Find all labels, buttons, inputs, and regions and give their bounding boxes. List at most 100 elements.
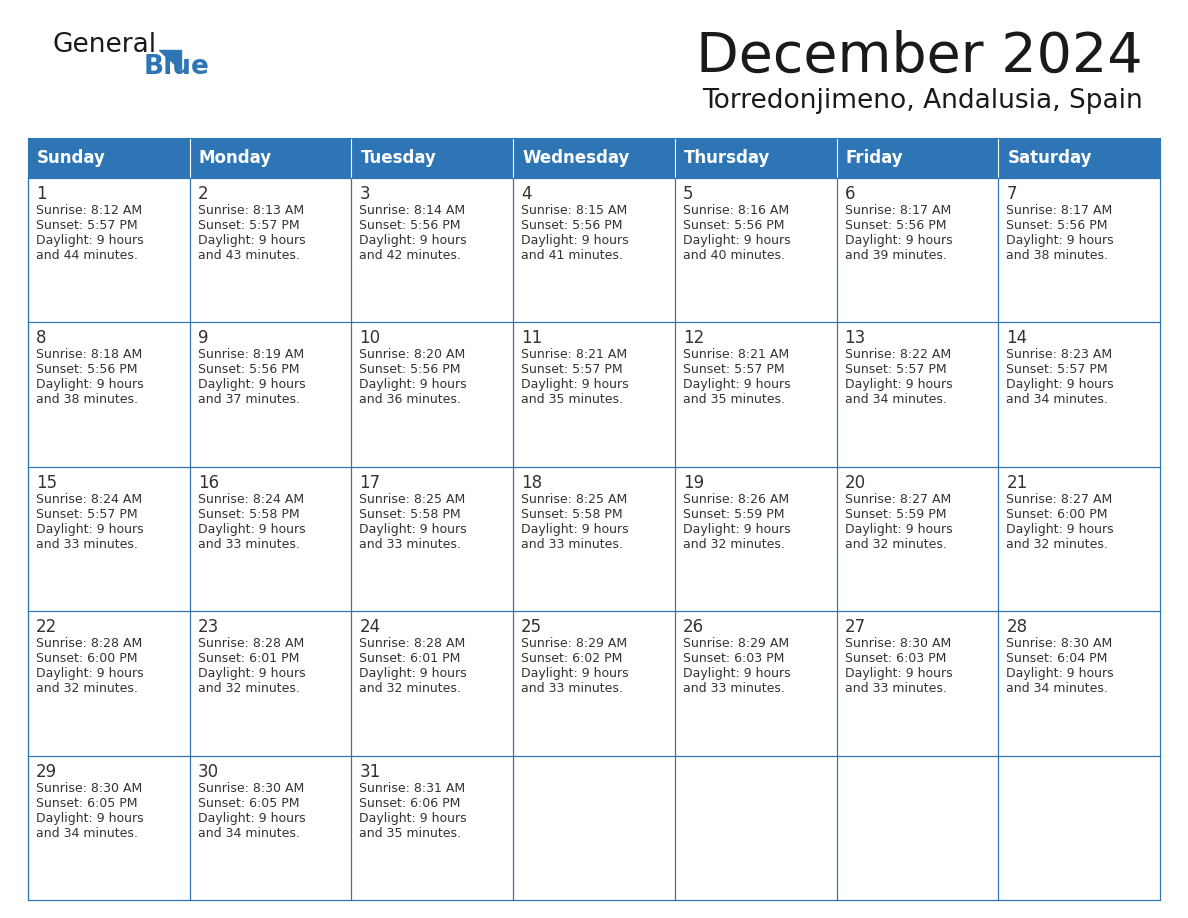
Text: and 40 minutes.: and 40 minutes. [683, 249, 785, 262]
Text: Daylight: 9 hours: Daylight: 9 hours [360, 378, 467, 391]
Text: Sunset: 6:01 PM: Sunset: 6:01 PM [360, 652, 461, 666]
Bar [352, 756, 513, 900]
Text: Sunrise: 8:16 AM: Sunrise: 8:16 AM [683, 204, 789, 217]
Text: Sunset: 5:56 PM: Sunset: 5:56 PM [522, 219, 623, 232]
Text: Sunrise: 8:14 AM: Sunrise: 8:14 AM [360, 204, 466, 217]
Text: 31: 31 [360, 763, 380, 780]
Text: Sunrise: 8:28 AM: Sunrise: 8:28 AM [197, 637, 304, 650]
Text: December 2024: December 2024 [696, 30, 1143, 84]
Text: Sunset: 6:00 PM: Sunset: 6:00 PM [36, 652, 138, 666]
Text: Daylight: 9 hours: Daylight: 9 hours [522, 667, 628, 680]
Text: 30: 30 [197, 763, 219, 780]
Bar [29, 138, 1159, 178]
Text: and 43 minutes.: and 43 minutes. [197, 249, 299, 262]
Text: Daylight: 9 hours: Daylight: 9 hours [197, 234, 305, 247]
Text: Friday: Friday [846, 149, 903, 167]
Text: Sunrise: 8:26 AM: Sunrise: 8:26 AM [683, 493, 789, 506]
Text: 11: 11 [522, 330, 543, 347]
Text: Sunset: 6:05 PM: Sunset: 6:05 PM [197, 797, 299, 810]
Text: and 34 minutes.: and 34 minutes. [197, 826, 299, 840]
Text: Sunrise: 8:18 AM: Sunrise: 8:18 AM [36, 349, 143, 362]
Text: Sunrise: 8:24 AM: Sunrise: 8:24 AM [36, 493, 143, 506]
Text: Sunset: 6:05 PM: Sunset: 6:05 PM [36, 797, 138, 810]
Bar [998, 322, 1159, 466]
Bar [513, 466, 675, 611]
Text: Monday: Monday [198, 149, 272, 167]
Text: and 32 minutes.: and 32 minutes. [360, 682, 461, 695]
Text: Blue: Blue [144, 54, 210, 80]
Bar [836, 756, 998, 900]
Text: 14: 14 [1006, 330, 1028, 347]
Bar [675, 178, 836, 322]
Text: Sunset: 6:03 PM: Sunset: 6:03 PM [845, 652, 946, 666]
Text: 16: 16 [197, 474, 219, 492]
Text: 4: 4 [522, 185, 532, 203]
Text: Sunset: 5:59 PM: Sunset: 5:59 PM [845, 508, 946, 521]
Text: Daylight: 9 hours: Daylight: 9 hours [845, 378, 953, 391]
Text: Daylight: 9 hours: Daylight: 9 hours [197, 812, 305, 824]
Bar [836, 611, 998, 756]
Text: Sunset: 5:56 PM: Sunset: 5:56 PM [1006, 219, 1107, 232]
Bar [675, 466, 836, 611]
Text: Daylight: 9 hours: Daylight: 9 hours [683, 667, 790, 680]
Text: 7: 7 [1006, 185, 1017, 203]
Text: Sunset: 6:04 PM: Sunset: 6:04 PM [1006, 652, 1107, 666]
Bar [29, 611, 190, 756]
Text: 19: 19 [683, 474, 704, 492]
Text: Daylight: 9 hours: Daylight: 9 hours [360, 522, 467, 536]
Text: 24: 24 [360, 618, 380, 636]
Text: Sunset: 5:58 PM: Sunset: 5:58 PM [360, 508, 461, 521]
Bar [190, 756, 352, 900]
Bar [675, 611, 836, 756]
Bar [352, 322, 513, 466]
Bar [29, 322, 190, 466]
Text: and 33 minutes.: and 33 minutes. [360, 538, 461, 551]
Text: Daylight: 9 hours: Daylight: 9 hours [845, 234, 953, 247]
Text: and 35 minutes.: and 35 minutes. [360, 826, 461, 840]
Text: Sunset: 5:58 PM: Sunset: 5:58 PM [197, 508, 299, 521]
Text: and 33 minutes.: and 33 minutes. [522, 682, 623, 695]
Text: Sunrise: 8:21 AM: Sunrise: 8:21 AM [683, 349, 789, 362]
Text: and 33 minutes.: and 33 minutes. [36, 538, 138, 551]
Text: Sunrise: 8:25 AM: Sunrise: 8:25 AM [360, 493, 466, 506]
Bar [29, 466, 190, 611]
Text: and 33 minutes.: and 33 minutes. [683, 682, 785, 695]
Text: Daylight: 9 hours: Daylight: 9 hours [36, 378, 144, 391]
Text: Wednesday: Wednesday [523, 149, 630, 167]
Text: Sunset: 5:57 PM: Sunset: 5:57 PM [683, 364, 784, 376]
Text: Sunrise: 8:31 AM: Sunrise: 8:31 AM [360, 781, 466, 795]
Text: Daylight: 9 hours: Daylight: 9 hours [36, 522, 144, 536]
Text: Sunset: 5:56 PM: Sunset: 5:56 PM [360, 364, 461, 376]
Text: 29: 29 [36, 763, 57, 780]
Text: Sunrise: 8:30 AM: Sunrise: 8:30 AM [845, 637, 950, 650]
Text: and 36 minutes.: and 36 minutes. [360, 394, 461, 407]
Text: Thursday: Thursday [684, 149, 770, 167]
Text: Sunrise: 8:12 AM: Sunrise: 8:12 AM [36, 204, 143, 217]
Text: Daylight: 9 hours: Daylight: 9 hours [360, 234, 467, 247]
Bar [352, 466, 513, 611]
Bar [836, 322, 998, 466]
Text: Daylight: 9 hours: Daylight: 9 hours [197, 522, 305, 536]
Text: 9: 9 [197, 330, 208, 347]
Text: Daylight: 9 hours: Daylight: 9 hours [683, 378, 790, 391]
Text: Sunset: 6:00 PM: Sunset: 6:00 PM [1006, 508, 1107, 521]
Text: Saturday: Saturday [1007, 149, 1092, 167]
Bar [513, 322, 675, 466]
Bar [29, 756, 190, 900]
Text: and 35 minutes.: and 35 minutes. [522, 394, 624, 407]
Bar [998, 611, 1159, 756]
Text: Sunset: 5:57 PM: Sunset: 5:57 PM [522, 364, 623, 376]
Text: Daylight: 9 hours: Daylight: 9 hours [1006, 234, 1114, 247]
Text: 23: 23 [197, 618, 219, 636]
Text: and 38 minutes.: and 38 minutes. [36, 394, 138, 407]
Text: Sunrise: 8:22 AM: Sunrise: 8:22 AM [845, 349, 950, 362]
Text: Sunrise: 8:30 AM: Sunrise: 8:30 AM [1006, 637, 1112, 650]
Text: Sunday: Sunday [37, 149, 106, 167]
Text: Sunrise: 8:29 AM: Sunrise: 8:29 AM [522, 637, 627, 650]
Text: Sunset: 5:57 PM: Sunset: 5:57 PM [1006, 364, 1108, 376]
Text: Daylight: 9 hours: Daylight: 9 hours [36, 234, 144, 247]
Text: Daylight: 9 hours: Daylight: 9 hours [197, 667, 305, 680]
Text: and 37 minutes.: and 37 minutes. [197, 394, 299, 407]
Text: Daylight: 9 hours: Daylight: 9 hours [360, 812, 467, 824]
Text: Daylight: 9 hours: Daylight: 9 hours [683, 234, 790, 247]
